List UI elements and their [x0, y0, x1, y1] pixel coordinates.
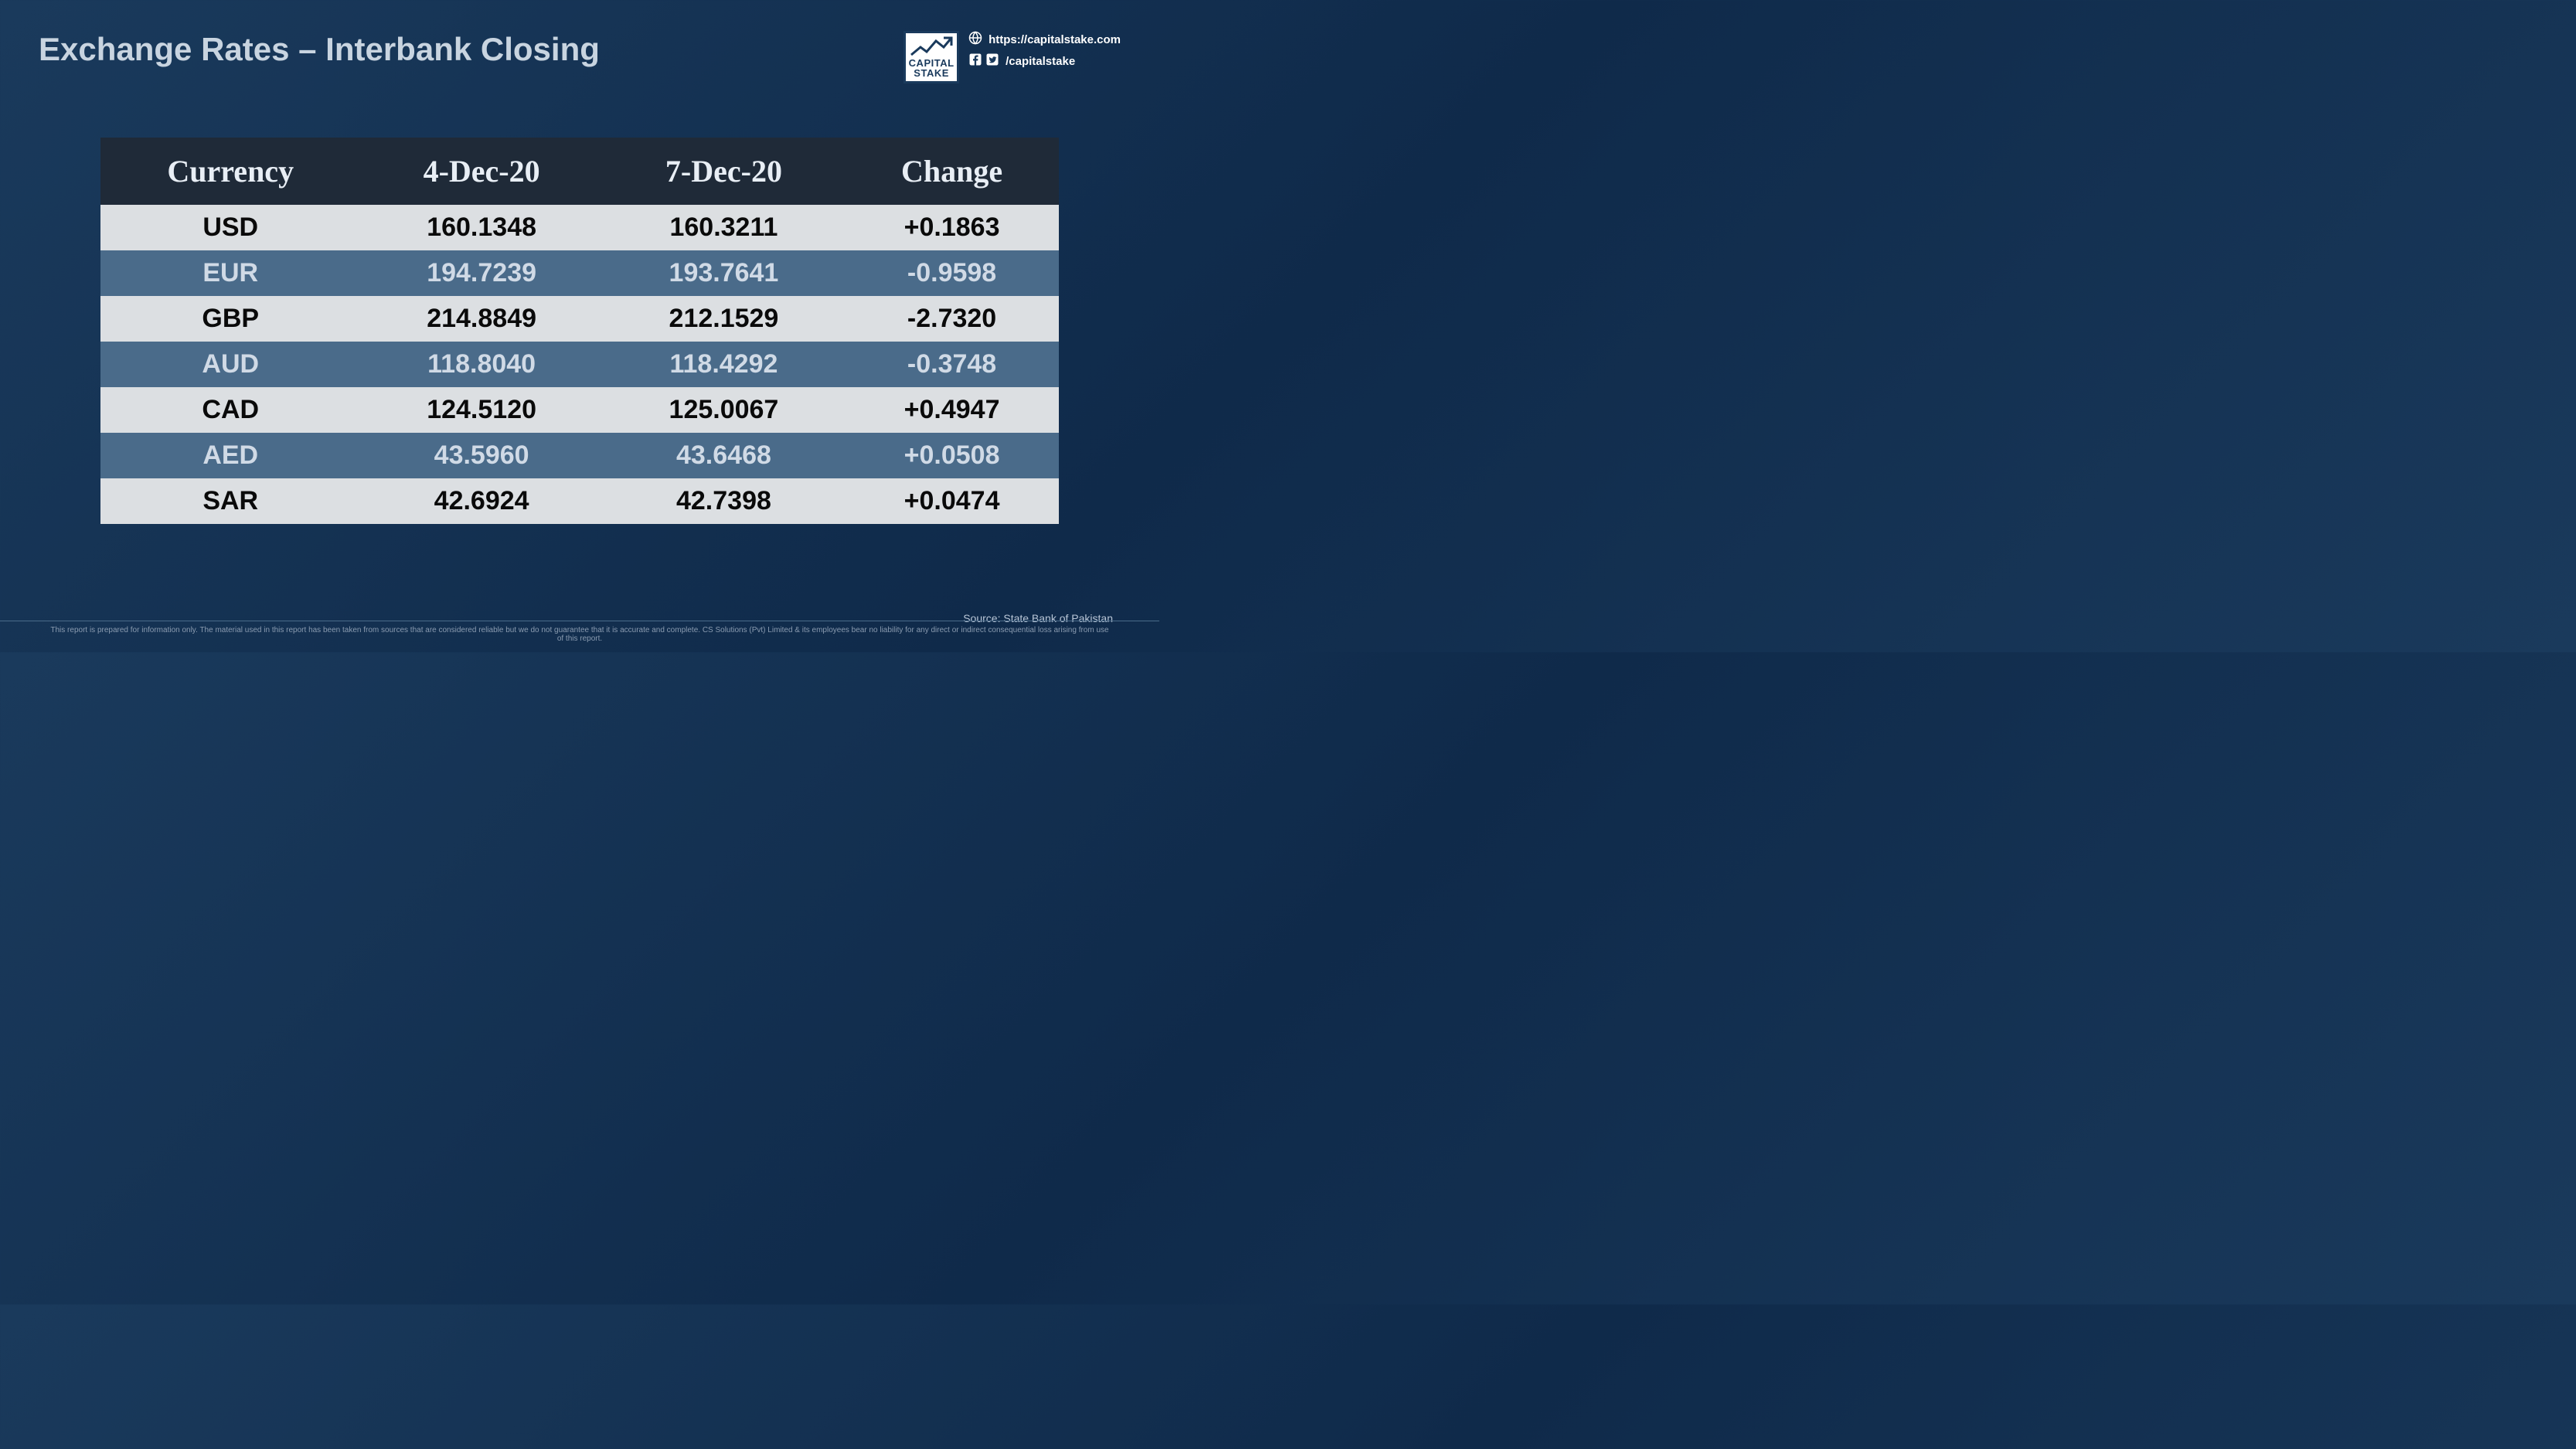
column-header: 4-Dec-20 — [360, 138, 602, 205]
table-cell: +0.0474 — [845, 478, 1059, 524]
globe-icon — [968, 31, 982, 48]
table-cell: 118.8040 — [360, 342, 602, 387]
table-cell: +0.4947 — [845, 387, 1059, 433]
table-cell: 160.3211 — [603, 205, 845, 250]
table-cell: CAD — [100, 387, 360, 433]
table-cell: 160.1348 — [360, 205, 602, 250]
table-cell: 194.7239 — [360, 250, 602, 296]
table-cell: 43.6468 — [603, 433, 845, 478]
table-cell: AUD — [100, 342, 360, 387]
table-cell: GBP — [100, 296, 360, 342]
table-row: USD160.1348160.3211+0.1863 — [100, 205, 1059, 250]
brand-logo: CAPITAL STAKE — [903, 31, 959, 83]
table-cell: 124.5120 — [360, 387, 602, 433]
table-row: EUR194.7239193.7641-0.9598 — [100, 250, 1059, 296]
table-cell: -0.3748 — [845, 342, 1059, 387]
social-handle[interactable]: /capitalstake — [1006, 55, 1075, 68]
table-cell: 193.7641 — [603, 250, 845, 296]
table-cell: 118.4292 — [603, 342, 845, 387]
table-cell: 212.1529 — [603, 296, 845, 342]
table-cell: SAR — [100, 478, 360, 524]
column-header: Change — [845, 138, 1059, 205]
table-cell: 42.7398 — [603, 478, 845, 524]
logo-text-line2: STAKE — [914, 68, 949, 78]
table-row: SAR42.692442.7398+0.0474 — [100, 478, 1059, 524]
website-link[interactable]: https://capitalstake.com — [989, 33, 1121, 46]
table-row: AUD118.8040118.4292-0.3748 — [100, 342, 1059, 387]
table-row: GBP214.8849212.1529-2.7320 — [100, 296, 1059, 342]
table-cell: -0.9598 — [845, 250, 1059, 296]
table-cell: 43.5960 — [360, 433, 602, 478]
table-cell: EUR — [100, 250, 360, 296]
brand-links: https://capitalstake.com /capitalstake — [968, 31, 1121, 70]
twitter-icon[interactable] — [985, 53, 999, 70]
table-cell: AED — [100, 433, 360, 478]
table-cell: USD — [100, 205, 360, 250]
table-cell: +0.0508 — [845, 433, 1059, 478]
facebook-icon[interactable] — [968, 53, 982, 70]
table-row: AED43.596043.6468+0.0508 — [100, 433, 1059, 478]
table-cell: 42.6924 — [360, 478, 602, 524]
column-header: Currency — [100, 138, 360, 205]
disclaimer-text: This report is prepared for information … — [0, 621, 1159, 643]
page-title: Exchange Rates – Interbank Closing — [39, 31, 600, 68]
table-cell: +0.1863 — [845, 205, 1059, 250]
column-header: 7-Dec-20 — [603, 138, 845, 205]
table-row: CAD124.5120125.0067+0.4947 — [100, 387, 1059, 433]
logo-chart-icon — [910, 36, 953, 58]
brand-block: CAPITAL STAKE https://capitalstake.com — [903, 31, 1121, 83]
exchange-rates-table: Currency4-Dec-207-Dec-20Change USD160.13… — [100, 138, 1059, 524]
table-cell: 125.0067 — [603, 387, 845, 433]
table-cell: 214.8849 — [360, 296, 602, 342]
table-cell: -2.7320 — [845, 296, 1059, 342]
